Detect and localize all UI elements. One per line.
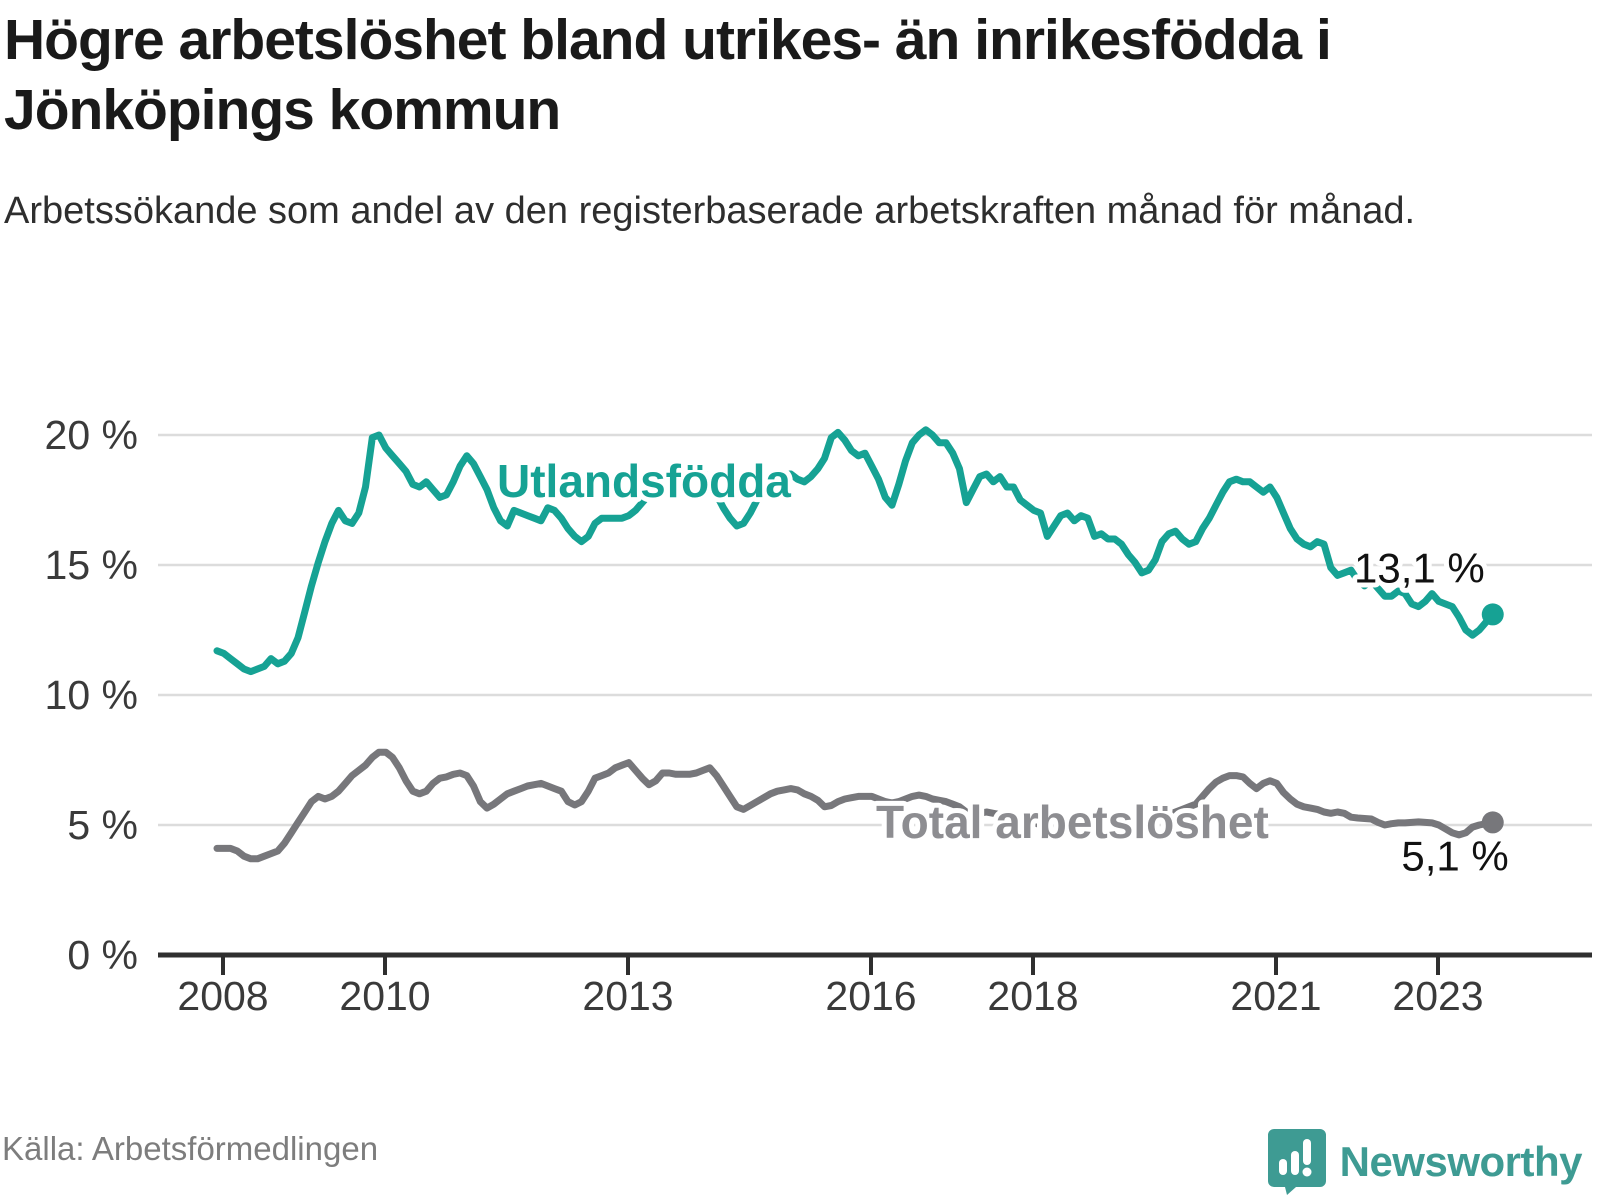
- data-lines: [213, 426, 1504, 863]
- series-line-total: [213, 748, 1497, 863]
- series-label-utlandsfodda: Utlandsfödda: [497, 455, 791, 507]
- brand-name: Newsworthy: [1339, 1138, 1583, 1185]
- newsworthy-logo-icon: [1267, 1129, 1326, 1195]
- brand-footer: Newsworthy: [1267, 1124, 1583, 1200]
- chart-subtitle: Arbetssökande som andel av den registerb…: [4, 190, 1416, 232]
- x-tick-label-2013: 2013: [582, 973, 673, 1019]
- source-note: Källa: Arbetsförmedlingen: [2, 1130, 379, 1167]
- x-tick-label-2008: 2008: [177, 973, 268, 1019]
- series-label-total: Total arbetslöshet: [876, 796, 1269, 848]
- x-axis: 2008 2010 2013 2016 2018 2021 2023: [158, 952, 1592, 1019]
- x-tick-label-2018: 2018: [987, 973, 1078, 1019]
- x-tick-label-2023: 2023: [1392, 973, 1483, 1019]
- series-end-dot-total: [1481, 811, 1504, 834]
- series-end-dot-utlandsfodda: [1481, 603, 1504, 626]
- page-title: Högre arbetslöshet bland utrikes- än inr…: [4, 8, 1332, 142]
- y-tick-label-20: 20 %: [45, 412, 138, 458]
- series-line-utlandsfodda: [213, 426, 1497, 676]
- y-tick-label-10: 10 %: [45, 672, 138, 718]
- x-tick-label-2021: 2021: [1230, 973, 1321, 1019]
- y-tick-label-5: 5 %: [67, 802, 138, 848]
- x-tick-label-2010: 2010: [339, 973, 430, 1019]
- y-tick-label-15: 15 %: [45, 542, 138, 588]
- end-label-total: 5,1 %: [1401, 832, 1508, 879]
- chart-labels: Utlandsfödda Total arbetslöshet 13,1 % 5,1 …: [492, 450, 1514, 884]
- end-label-utlandsfodda: 13,1 %: [1354, 544, 1485, 591]
- x-tick-label-2016: 2016: [825, 973, 916, 1019]
- gridlines: 0 % 5 % 10 % 15 % 20 %: [45, 412, 1592, 978]
- y-tick-label-0: 0 %: [67, 932, 138, 978]
